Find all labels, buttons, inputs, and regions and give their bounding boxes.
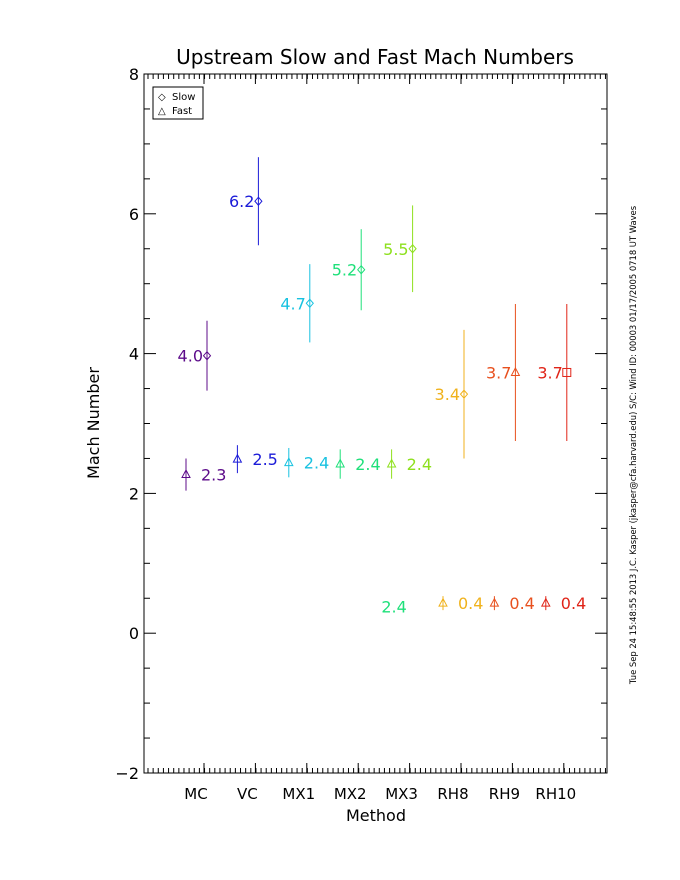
x-tick-label: MX1	[282, 785, 315, 803]
y-tick-label: −2	[115, 764, 139, 783]
data-label: 3.7	[537, 363, 562, 382]
legend: ◇ Slow △ Fast	[152, 86, 204, 120]
triangle-marker	[510, 366, 521, 376]
x-tick-label: RH8	[437, 785, 468, 803]
x-tick-label: VC	[237, 785, 258, 803]
x-tick-label: RH9	[489, 785, 520, 803]
diamond-marker	[357, 264, 366, 275]
triangle-marker	[283, 457, 294, 467]
triangle-marker	[335, 458, 346, 468]
square-marker	[562, 367, 572, 377]
diamond-marker	[202, 350, 212, 361]
data-label: 5.2	[332, 261, 357, 280]
x-axis-label: Method	[346, 806, 406, 825]
triangle-marker	[540, 597, 551, 607]
diamond-marker	[459, 389, 469, 399]
x-tick-label: MX3	[385, 785, 418, 803]
y-axis-label: Mach Number	[84, 367, 103, 479]
y-tick-label: 2	[129, 484, 139, 503]
data-label: 6.2	[229, 192, 254, 211]
data-label: 2.4	[407, 455, 432, 474]
data-label: 2.4	[304, 454, 329, 473]
y-tick-label: 4	[129, 345, 139, 364]
data-label: 4.7	[280, 294, 305, 313]
diamond-marker	[305, 298, 314, 309]
x-tick-label: MC	[184, 785, 207, 803]
legend-box	[152, 86, 204, 120]
triangle-marker	[489, 597, 500, 607]
axes: −2 0 2 4 6 8 MC VC MX1 MX2 MX3 RH8 RH9 RH10	[115, 65, 607, 803]
data-label: 4.0	[178, 347, 203, 366]
legend-fast-label: Fast	[172, 106, 192, 117]
error-bars	[185, 157, 568, 611]
diamond-marker	[254, 196, 263, 206]
legend-slow-label: Slow	[172, 92, 195, 103]
data-labels: 4.0 6.2 4.7 5.2 5.5 3.4 3.7 3.7 2.3 2.5 2.4 2.4 2.4 0…	[178, 192, 587, 616]
triangle-marker	[232, 453, 243, 463]
y-tick-label: 8	[129, 65, 139, 84]
data-label: 2.4	[355, 455, 380, 474]
x-tick-label: RH10	[535, 785, 576, 803]
data-label: 0.4	[458, 594, 483, 613]
diamond-marker	[408, 243, 417, 254]
data-label: 0.4	[561, 594, 586, 613]
data-label: 5.5	[383, 240, 408, 259]
data-label: 2.5	[252, 450, 277, 469]
triangle-marker	[181, 468, 191, 479]
annotation-label: 2.4	[381, 598, 406, 617]
data-label: 0.4	[509, 594, 534, 613]
x-tick-label: MX2	[334, 785, 367, 803]
side-caption: Tue Sep 24 15:48:55 2013 J.C. Kasper (jk…	[628, 206, 638, 685]
data-label: 3.4	[435, 385, 460, 404]
y-tick-label: 6	[129, 205, 139, 224]
data-label: 2.3	[201, 466, 226, 485]
triangle-marker	[438, 597, 448, 607]
legend-fast-symbol: △	[158, 106, 166, 117]
data-label: 3.7	[486, 363, 511, 382]
data-markers	[181, 196, 572, 607]
chart-title: Upstream Slow and Fast Mach Numbers	[176, 45, 574, 69]
triangle-marker	[386, 458, 397, 468]
plot-frame	[143, 73, 608, 774]
legend-slow-symbol: ◇	[158, 92, 166, 103]
y-tick-label: 0	[129, 624, 139, 643]
